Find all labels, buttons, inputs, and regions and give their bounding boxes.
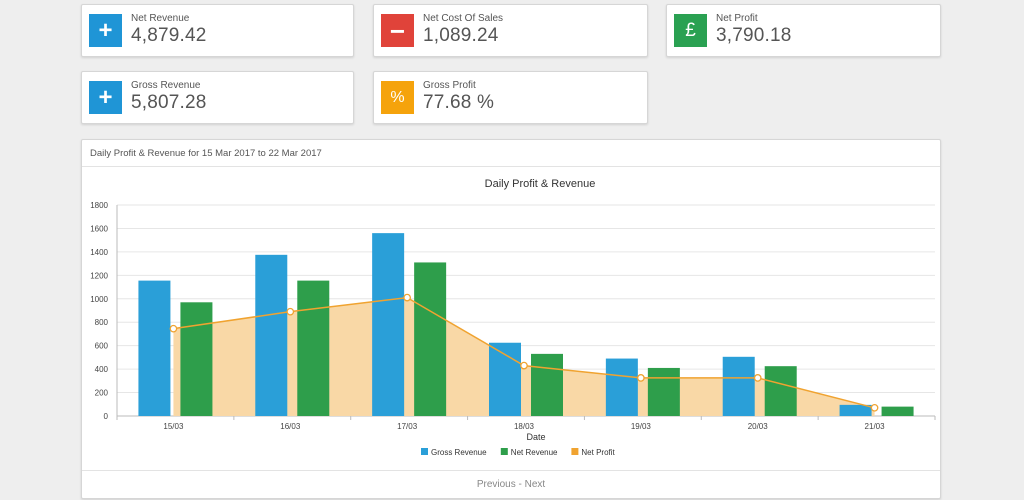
legend-label: Gross Revenue (431, 448, 487, 457)
bar-net-revenue (647, 367, 680, 416)
stat-card-net-revenue: + Net Revenue 4,879.42 (81, 4, 354, 57)
chart-panel: Daily Profit & Revenue for 15 Mar 2017 t… (81, 139, 941, 499)
x-tick-label: 20/03 (748, 422, 769, 431)
bar-net-revenue (881, 406, 914, 416)
y-tick-label: 1000 (90, 295, 108, 304)
x-tick-label: 17/03 (397, 422, 418, 431)
stat-value: 1,089.24 (423, 24, 499, 46)
net-profit-point (870, 403, 879, 412)
bar-net-revenue (297, 280, 330, 416)
stat-value: 3,790.18 (716, 24, 792, 46)
stat-label: Net Revenue (131, 12, 190, 24)
y-tick-label: 600 (95, 342, 109, 351)
y-tick-label: 200 (95, 389, 109, 398)
y-tick-label: 800 (95, 318, 109, 327)
stat-value: 77.68 % (423, 91, 495, 113)
x-tick-label: 19/03 (631, 422, 652, 431)
stat-card-net-cost-of-sales: − Net Cost Of Sales 1,089.24 (373, 4, 648, 57)
stat-value: 5,807.28 (131, 91, 207, 113)
stat-value: 4,879.42 (131, 24, 207, 46)
bar-net-revenue (414, 262, 447, 416)
y-tick-label: 1200 (90, 271, 108, 280)
chart: Daily Profit & Revenue 0 200 400 600 800 1000 1… (90, 178, 936, 457)
net-profit-point (286, 307, 295, 316)
stat-label: Gross Revenue (131, 79, 201, 91)
net-profit-point (403, 293, 411, 302)
stat-card-gross-revenue: + Gross Revenue 5,807.28 (81, 71, 354, 124)
plus-icon: + (89, 14, 122, 47)
x-tick-label: 18/03 (514, 422, 535, 431)
stat-card-gross-profit: % Gross Profit 77.68 % (373, 71, 648, 124)
bar-gross-revenue (839, 404, 872, 416)
legend-label: Net Revenue (511, 448, 558, 457)
net-profit-point (637, 374, 645, 382)
stat-card-net-profit: £ Net Profit 3,790.18 (666, 4, 941, 57)
percent-icon: % (381, 81, 414, 114)
previous-link[interactable]: Previous (476, 479, 516, 490)
y-tick-label: 1600 (90, 224, 108, 233)
minus-icon: − (381, 14, 414, 47)
stat-label: Net Profit (716, 12, 758, 24)
bar-gross-revenue (605, 358, 638, 416)
bar-gross-revenue (138, 280, 171, 416)
y-tick-label: 0 (104, 412, 109, 421)
pound-icon: £ (674, 14, 707, 47)
legend-swatch (571, 448, 579, 455)
pagination-separator: - (515, 479, 525, 490)
x-tick-label: 16/03 (280, 422, 301, 431)
next-link[interactable]: Next (524, 479, 546, 490)
bar-gross-revenue (722, 356, 755, 416)
bar-net-revenue (531, 353, 563, 416)
legend-swatch (421, 448, 428, 455)
legend-label: Net Profit (581, 448, 615, 457)
bar-gross-revenue (372, 233, 405, 416)
bar-gross-revenue (255, 254, 288, 416)
chart-title: Daily Profit & Revenue (485, 178, 596, 190)
bar-net-revenue (180, 302, 213, 416)
x-axis-label: Date (526, 432, 545, 442)
legend-swatch (500, 448, 508, 455)
x-tick-label: 21/03 (865, 422, 886, 431)
plus-icon: + (89, 81, 122, 114)
stat-label: Gross Profit (423, 79, 476, 91)
x-tick-label: 15/03 (163, 422, 184, 431)
pagination: Previous - Next (82, 470, 940, 500)
net-profit-point (169, 324, 178, 333)
y-tick-label: 400 (95, 365, 109, 374)
bar-net-revenue (764, 366, 797, 416)
net-profit-point (753, 374, 762, 382)
y-tick-label: 1400 (90, 248, 108, 257)
net-profit-area (173, 297, 875, 416)
net-profit-point (520, 361, 528, 370)
y-tick-label: 1800 (90, 201, 108, 210)
panel-header: Daily Profit & Revenue for 15 Mar 2017 t… (82, 140, 940, 167)
stat-label: Net Cost Of Sales (423, 12, 504, 24)
